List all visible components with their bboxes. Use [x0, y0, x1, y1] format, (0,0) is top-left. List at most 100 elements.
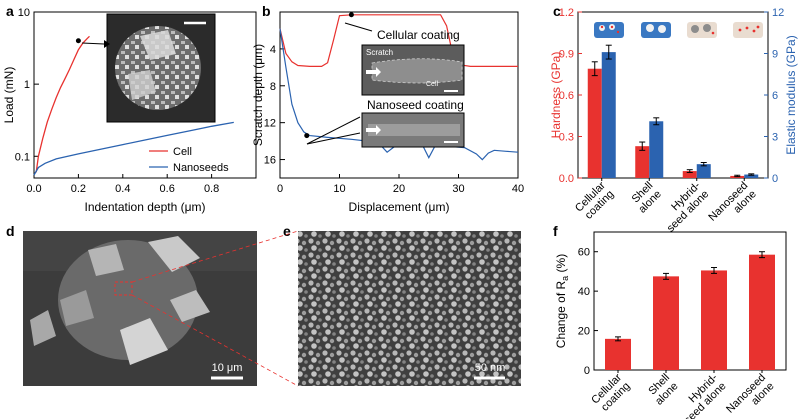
panel-f-ytick-label: 40: [578, 286, 590, 298]
panel-a-series-line-nanoseeds: [33, 121, 234, 176]
panel-c-bar-hardness: [682, 171, 697, 178]
panel-letter-c: c: [553, 3, 561, 19]
panel-c-icon-nanoseed: [733, 22, 763, 38]
panel-b-xtick-label: 20: [393, 183, 405, 195]
panel-f-bars: [605, 251, 775, 373]
panel-a-marker: [75, 38, 81, 44]
panel-c-icon-hybrid: [687, 22, 717, 38]
panel-f-ylabel-sub: a: [560, 276, 570, 281]
panel-letter-d: d: [6, 223, 15, 239]
panel-a-ylabel: Load (mN): [2, 67, 16, 124]
panel-c-icon-shell: [641, 22, 671, 38]
panel-d-sem-image: 10 μm: [23, 231, 257, 386]
panel-f-category-labels: Cellularcoating Shellalone Hybrid-seed alo…: [589, 371, 776, 419]
panel-a-xtick-label: 0.0: [26, 183, 41, 195]
panel-e-sem-image: 50 nm: [298, 231, 521, 386]
panel-b-xtick-label: 40: [512, 183, 524, 195]
panel-b-xtick-label: 10: [333, 183, 345, 195]
panel-c-bar-modulus: [744, 174, 759, 178]
panel-c-icon-cellular: [594, 22, 624, 38]
panel-a-ytick-label: 10: [18, 7, 30, 19]
legend-label-nanoseeds: Nanoseeds: [173, 162, 229, 174]
panel-f-ylabel-main: Change of R: [554, 280, 568, 348]
zoom-line-bottom: [131, 294, 299, 387]
panel-f-ytick-label: 60: [578, 247, 590, 259]
panel-a-ticks: 0.0 0.2 0.4 0.6 0.8 0.1 1 10: [15, 7, 220, 195]
panel-b-inset-scratch-track: [371, 58, 463, 84]
panel-f-bar: [701, 270, 727, 370]
panel-a-chart: 0.0 0.2 0.4 0.6 0.8 0.1 1 10 Indentation depth …: [2, 7, 257, 214]
panel-a-xtick-label: 0.6: [160, 183, 175, 195]
zoom-line-top: [131, 230, 299, 283]
panel-a-frame: [33, 11, 257, 179]
panel-b-ytick-label: 12: [264, 118, 276, 130]
panel-f-frame: [593, 231, 787, 371]
panel-c-ytick-left-label: 0.0: [559, 173, 574, 185]
panel-c-ytick-right-label: 9: [772, 49, 778, 61]
panel-e-scalebar-label: 50 nm: [475, 362, 506, 374]
panel-f-category-label: Nanoseedalone: [724, 372, 776, 419]
panel-c-category-label: Shellalone: [628, 180, 664, 216]
panel-a-lines: [33, 35, 234, 176]
panel-c-bar-modulus: [649, 121, 664, 178]
panel-letter-e: e: [283, 223, 291, 239]
panel-a-arrow-head: [104, 40, 110, 48]
panel-b-marker: [348, 12, 354, 18]
panel-c-ticks: 0.0 0.3 0.6 0.9 1.2 0 3 6 9 12: [559, 7, 785, 185]
panel-b-arrow-2: [306, 116, 361, 145]
panel-c-ytick-right-label: 12: [772, 7, 784, 19]
panel-b-inset-label-scratch: Scratch: [366, 48, 393, 57]
panel-f-bar: [605, 338, 631, 370]
panel-b-xtick-label: 30: [452, 183, 464, 195]
panel-a-xlabel: Indentation depth (μm): [85, 200, 206, 214]
panel-c-ylabel-left: Hardness (GPa): [549, 52, 563, 139]
panel-f-ytick-label: 20: [578, 326, 590, 338]
panel-f-category-label: Shellalone: [645, 372, 681, 408]
panel-b-inset-nanoseed-track: [368, 124, 460, 136]
panel-c-ytick-right-label: 0: [772, 173, 778, 185]
panel-c-ytick-left-label: 0.9: [559, 49, 574, 61]
panel-f-bar: [749, 254, 775, 370]
panel-f-category-label: Cellularcoating: [589, 371, 633, 415]
panel-b-arrow-3: [306, 132, 361, 145]
panel-c-bar-modulus: [601, 52, 616, 178]
legend-label-cell: Cell: [173, 146, 192, 158]
panel-f-ylabel: Change of Ra (%): [554, 254, 570, 348]
panel-c-ytick-left-label: 1.2: [559, 7, 574, 19]
panel-c-ytick-right-label: 3: [772, 132, 778, 144]
panel-a-ytick-label: 1: [24, 79, 30, 91]
panel-b-ticks: 0 10 20 30 40 4 8 12 16: [264, 44, 524, 195]
panel-c-bars: [587, 44, 759, 181]
panel-b-label-cellular: Cellular coating: [377, 28, 460, 42]
panel-b-label-nanoseed: Nanoseed coating: [367, 98, 464, 112]
panel-b-arrow-1: [344, 22, 373, 32]
panel-c-chart: 0.0 0.3 0.6 0.9 1.2 0 3 6 9 12 Cellularcoating She…: [549, 7, 798, 235]
panel-b-ylabel: Scratch depth (μm): [251, 44, 265, 146]
panel-b-inset-label-cell: Cell: [426, 81, 439, 88]
panel-letter-f: f: [553, 223, 558, 239]
panel-a-arrow: [81, 42, 105, 45]
panel-b-xlabel: Displacement (μm): [349, 200, 450, 214]
panel-c-ytick-left-label: 0.6: [559, 90, 574, 102]
panel-a-inset-crystal: [140, 30, 176, 60]
panel-b-chart: 0 10 20 30 40 4 8 12 16 Displacement (μm) Scratc…: [251, 11, 524, 214]
panel-c-ytick-left-label: 0.3: [559, 132, 574, 144]
panel-b-marker: [304, 133, 310, 139]
panel-c-category-label: Cellularcoating: [573, 179, 617, 223]
panel-f-ylabel-tail: (%): [554, 254, 568, 276]
panel-letter-a: a: [6, 3, 14, 19]
panel-f-ticks: 0 20 40 60: [578, 247, 598, 377]
panel-f-chart: 0 20 40 60 Cellularcoating Shellalone Hybrid-…: [554, 231, 787, 419]
panel-a-inset-crystal-2: [128, 70, 156, 100]
panel-a-xtick-label: 0.4: [115, 183, 130, 195]
panel-a-xtick-label: 0.8: [204, 183, 219, 195]
panel-a-xtick-label: 0.2: [71, 183, 86, 195]
panel-b-ytick-label: 16: [264, 155, 276, 167]
panel-f-bar: [653, 276, 679, 370]
panel-b-xtick-label: 0: [277, 183, 283, 195]
panel-a-ytick-label: 0.1: [15, 151, 30, 163]
panel-b-ytick-label: 4: [270, 44, 276, 56]
panel-c-category-label: Nanoseedalone: [706, 180, 758, 232]
panel-f-category-label: Hybrid-seed alone: [674, 371, 729, 419]
